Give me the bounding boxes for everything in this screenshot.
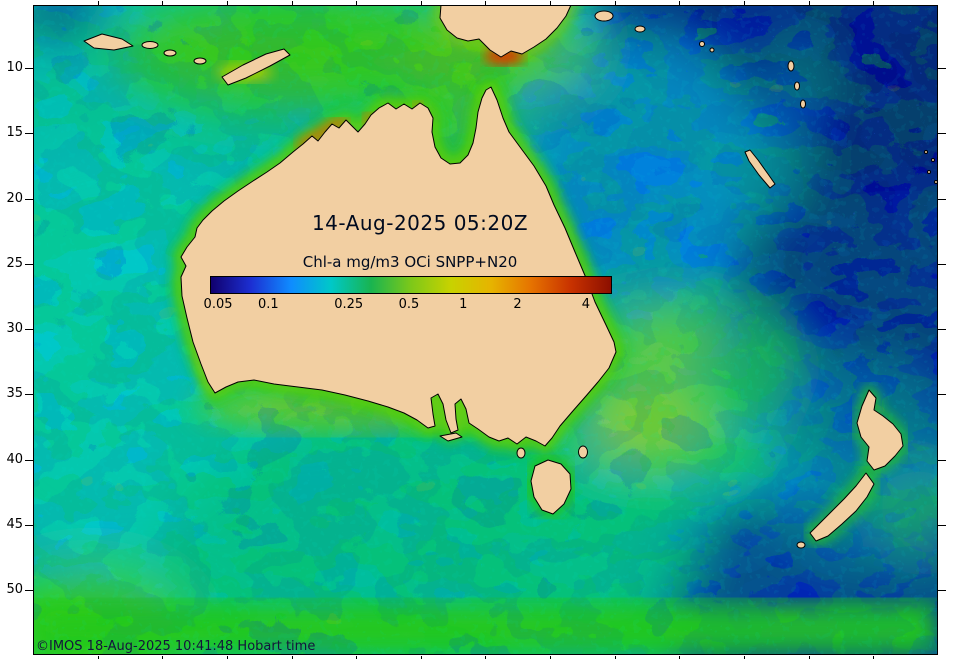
colorbar-tick-label: 0.25: [334, 297, 364, 312]
longitude-tick: [679, 656, 680, 659]
longitude-tick: [227, 656, 228, 659]
longitude-tick: [744, 656, 745, 659]
latitude-tick: [25, 394, 33, 395]
longitude-tick: [809, 1, 810, 5]
latitude-tick: [25, 68, 33, 69]
colorbar-label: Chl-a mg/m3 OCi SNPP+N20: [302, 253, 518, 271]
longitude-tick: [162, 656, 163, 659]
longitude-tick: [421, 656, 422, 659]
latitude-tick: [25, 590, 33, 591]
colorbar-tick-label: 0.05: [203, 297, 233, 312]
island: [594, 10, 614, 22]
vanuatu-island: [787, 60, 795, 72]
map-title: 14-Aug-2025 05:20Z: [311, 211, 529, 235]
island: [709, 47, 715, 53]
longitude-tick: [679, 1, 680, 5]
island: [927, 170, 931, 174]
colorbar: [210, 276, 612, 294]
latitude-tick: [25, 199, 33, 200]
vanuatu-island: [800, 99, 806, 109]
latitude-tick: [938, 525, 946, 526]
longitude-tick: [809, 656, 810, 659]
colorbar-gradient: [211, 277, 611, 293]
longitude-tick: [485, 656, 486, 659]
island: [634, 25, 646, 33]
latitude-tick: [938, 199, 946, 200]
longitude-tick: [615, 656, 616, 659]
new-caledonia-island: [744, 149, 776, 189]
latitude-label: 40: [6, 452, 23, 467]
colorbar-tick-label: 0.5: [398, 297, 420, 312]
island: [931, 158, 935, 162]
longitude-tick: [615, 1, 616, 5]
longitude-tick: [356, 1, 357, 5]
latitude-label: 30: [6, 321, 23, 336]
latitude-tick: [25, 133, 33, 134]
latitude-tick: [25, 264, 33, 265]
longitude-tick: [550, 656, 551, 659]
longitude-tick: [98, 1, 99, 5]
latitude-tick: [938, 68, 946, 69]
longitude-tick: [744, 1, 745, 5]
longitude-tick: [162, 1, 163, 5]
latitude-tick: [938, 133, 946, 134]
latitude-label: 35: [6, 386, 23, 401]
flinders-island: [578, 445, 588, 459]
latitude-axis: 10 15 20 25 30 35 40 45 50: [0, 0, 23, 660]
credit-text: ©IMOS 18-Aug-2025 10:41:48 Hobart time: [36, 639, 316, 654]
colorbar-tick-label: 1: [459, 297, 468, 312]
map-border: [33, 5, 938, 655]
latitude-tick: [938, 329, 946, 330]
indonesian-island: [193, 57, 207, 65]
latitude-tick: [938, 590, 946, 591]
longitude-tick: [421, 1, 422, 5]
longitude-tick: [292, 656, 293, 659]
indonesian-island: [83, 33, 134, 51]
indonesian-island: [141, 41, 159, 49]
vanuatu-island: [794, 81, 800, 91]
island: [924, 150, 928, 154]
longitude-tick: [227, 1, 228, 5]
latitude-label: 45: [6, 517, 23, 532]
colorbar-tick-label: 0.1: [257, 297, 279, 312]
latitude-label: 20: [6, 191, 23, 206]
longitude-tick: [873, 656, 874, 659]
king-island: [516, 447, 526, 459]
latitude-tick: [938, 264, 946, 265]
longitude-tick: [356, 656, 357, 659]
landmasses: [83, 5, 938, 549]
latitude-tick: [938, 460, 946, 461]
longitude-tick: [98, 656, 99, 659]
longitude-tick: [485, 1, 486, 5]
colorbar-tick-label: 2: [513, 297, 522, 312]
longitude-tick: [873, 1, 874, 5]
latitude-label: 15: [6, 125, 23, 140]
kangaroo-island: [439, 432, 463, 442]
colorbar-ticks: 0.05 0.1 0.25 0.5 1 2 4: [204, 297, 612, 313]
island: [699, 41, 705, 47]
latitude-tick: [25, 525, 33, 526]
latitude-label: 10: [6, 60, 23, 75]
latitude-tick: [938, 394, 946, 395]
indonesian-island: [163, 49, 177, 57]
latitude-label: 25: [6, 256, 23, 271]
timor-island: [221, 48, 291, 86]
stewart-island: [796, 541, 806, 549]
longitude-tick: [550, 1, 551, 5]
longitude-tick: [292, 1, 293, 5]
latitude-tick: [25, 329, 33, 330]
colorbar-tick-label: 4: [581, 297, 590, 312]
latitude-label: 50: [6, 582, 23, 597]
latitude-tick: [25, 460, 33, 461]
